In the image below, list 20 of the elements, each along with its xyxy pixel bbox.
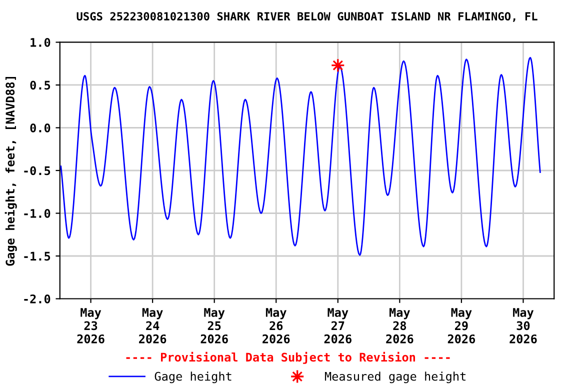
y-tick-label: -2.0 [24,294,50,304]
x-tick-label: May 27 2026 [324,308,352,344]
legend-label: Measured gage height [324,372,466,384]
legend-label: Gage height [154,372,232,384]
y-axis-title: Gage height, feet, [NAVD88] [4,76,17,266]
chart-title: USGS 252230081021300 SHARK RIVER BELOW GUNBOAT ISLAND NR FLAMINGO, FL [76,12,538,22]
y-tick-label: -1.0 [24,208,50,218]
y-tick-label: 0.0 [30,123,50,132]
x-tick-label: May 24 2026 [139,308,166,344]
text: ---- Provisional Data Subject to Revision ---- [126,352,450,364]
x-tick-label: May 23 2026 [77,308,104,344]
y-tick-label: -0.5 [24,166,50,176]
x-tick-label: May 29 2026 [448,308,476,344]
x-tick-label: May 26 2026 [262,308,290,344]
x-tick-label: May 25 2026 [200,308,228,344]
y-tick-label: 0.5 [30,80,50,90]
x-tick-label: May 28 2026 [386,308,414,344]
x-tick-label: May 30 2026 [510,308,537,344]
y-tick-label: 1.0 [30,38,50,47]
y-tick-label: -1.5 [24,252,50,261]
